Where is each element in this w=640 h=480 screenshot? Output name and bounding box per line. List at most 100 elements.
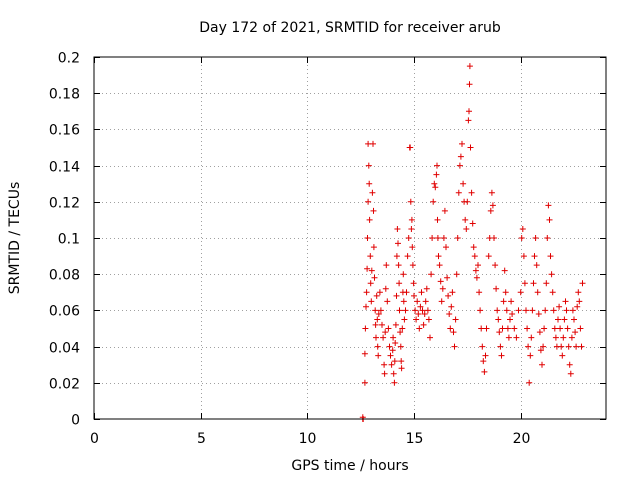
data-point — [503, 307, 510, 314]
x-axis-title: GPS time / hours — [291, 458, 408, 474]
data-point — [465, 117, 472, 124]
data-point — [573, 343, 580, 350]
data-point — [525, 343, 532, 350]
data-point — [421, 311, 428, 317]
data-point — [498, 352, 505, 359]
data-point — [382, 329, 389, 336]
data-point — [456, 162, 463, 169]
data-point — [473, 274, 480, 281]
data-point — [487, 207, 494, 214]
data-point — [577, 325, 584, 332]
data-point — [368, 267, 375, 274]
data-point — [560, 334, 567, 341]
data-point — [502, 289, 509, 296]
data-point — [444, 274, 451, 281]
data-point — [396, 280, 403, 287]
data-point — [409, 244, 416, 251]
data-point — [416, 325, 423, 332]
data-point — [370, 244, 377, 251]
data-point — [539, 361, 545, 368]
data-point — [462, 216, 469, 223]
x-tick-label: 0 — [90, 431, 99, 447]
data-point — [448, 303, 455, 310]
chart-title: Day 172 of 2021, SRMTID for receiver aru… — [199, 20, 501, 36]
data-point — [455, 189, 462, 196]
data-point — [453, 271, 460, 278]
data-point — [386, 343, 393, 350]
x-axis-tick-labels: 0 5 10 15 20 — [90, 431, 530, 447]
data-point — [483, 325, 490, 332]
data-point — [418, 289, 425, 296]
data-point — [424, 307, 431, 314]
data-point — [472, 267, 479, 274]
data-point — [363, 303, 369, 310]
data-point — [434, 162, 440, 169]
data-point — [372, 321, 379, 328]
data-point — [412, 307, 419, 314]
data-point — [399, 325, 406, 332]
data-point — [419, 307, 426, 314]
data-point — [414, 298, 421, 305]
data-point — [466, 63, 473, 70]
data-point — [517, 289, 524, 296]
data-point — [384, 298, 391, 305]
y-tick-label: 0.2 — [58, 51, 80, 67]
data-point — [488, 189, 495, 196]
data-point — [405, 235, 412, 241]
data-point — [466, 81, 473, 88]
y-tick-label: 0 — [71, 413, 80, 429]
y-tick-label: 0.16 — [49, 123, 80, 139]
data-point — [363, 289, 370, 296]
data-point — [493, 285, 500, 292]
data-point — [392, 321, 399, 328]
data-point — [393, 253, 400, 260]
data-point — [494, 307, 501, 314]
data-point — [572, 329, 579, 336]
data-point — [507, 316, 513, 323]
data-point — [381, 370, 388, 377]
data-point — [431, 180, 438, 187]
data-point — [552, 334, 559, 341]
data-point — [434, 235, 441, 241]
x-tick-label: 5 — [197, 431, 206, 447]
data-point — [526, 379, 533, 386]
data-point — [395, 262, 402, 269]
data-point — [369, 189, 376, 196]
y-tick-label: 0.18 — [49, 87, 80, 103]
y-tick-label: 0.06 — [49, 304, 80, 320]
data-point — [381, 361, 388, 368]
data-point — [428, 271, 435, 278]
data-point — [515, 307, 522, 314]
data-point — [558, 343, 565, 350]
data-point — [400, 298, 407, 305]
data-point — [409, 262, 416, 269]
data-point — [388, 361, 395, 368]
x-tick-label: 10 — [299, 431, 317, 447]
data-point — [383, 262, 390, 269]
data-point — [518, 235, 525, 241]
data-point — [417, 303, 424, 310]
data-point — [377, 307, 384, 314]
data-point — [387, 352, 394, 359]
data-point — [485, 253, 492, 260]
data-point — [568, 334, 575, 341]
data-point — [556, 303, 563, 310]
data-point — [576, 298, 583, 305]
data-point — [520, 253, 527, 260]
data-point — [436, 262, 443, 269]
y-tick-label: 0.04 — [49, 341, 80, 357]
data-point — [550, 307, 557, 314]
data-point — [391, 379, 398, 386]
data-point — [382, 285, 389, 292]
data-point — [446, 311, 453, 317]
data-point — [540, 343, 547, 350]
y-axis-title: SRMTID / TECUs — [7, 182, 23, 295]
y-tick-label: 0.14 — [49, 160, 80, 176]
data-point — [375, 311, 382, 317]
data-point — [489, 202, 496, 209]
data-point — [449, 289, 456, 296]
data-point — [366, 216, 373, 223]
data-point — [492, 262, 499, 269]
data-point — [437, 278, 444, 285]
